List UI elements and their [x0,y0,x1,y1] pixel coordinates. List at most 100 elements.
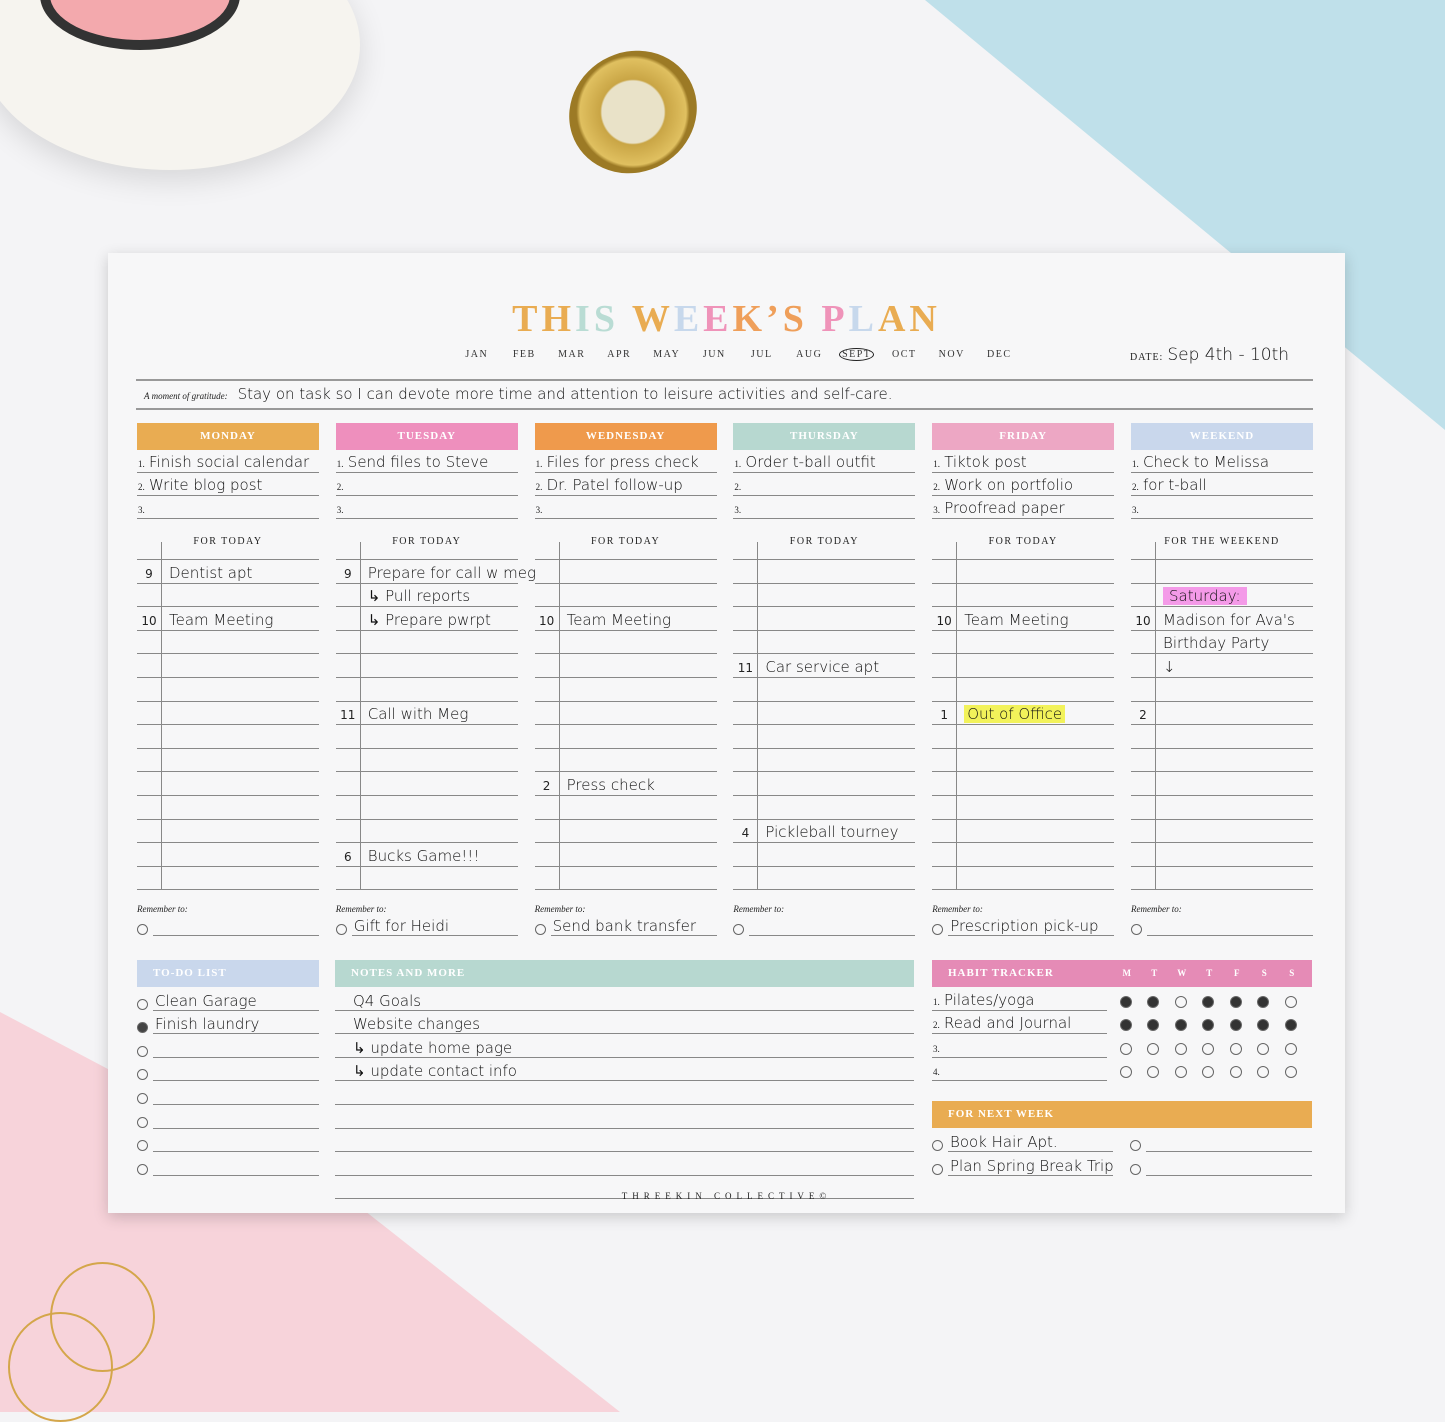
todo-item[interactable] [137,1152,319,1176]
next-week-checkbox[interactable] [932,1139,943,1151]
schedule-slot[interactable]: 10 Team Meeting [534,607,717,631]
todo-checkbox[interactable] [137,1163,148,1175]
habit-check-circle[interactable] [1257,995,1269,1008]
habit-line[interactable]: 2. Read and Journal [932,1011,1107,1035]
schedule-slot[interactable] [932,654,1115,678]
notes-line[interactable] [335,1152,914,1176]
schedule-slot[interactable] [137,843,319,867]
task-line[interactable]: 1. Finish social calendar [137,450,319,473]
month-feb[interactable]: FEB [512,349,536,360]
habit-check-circle[interactable] [1147,995,1159,1008]
notes-line[interactable] [335,1129,914,1153]
task-line[interactable]: 3. [1131,496,1313,519]
checkbox-circle[interactable] [137,924,148,936]
schedule-slot[interactable]: 2 [1131,702,1313,726]
schedule-slot[interactable] [534,654,717,678]
habit-line[interactable]: 1. Pilates/yoga [932,987,1107,1011]
schedule-slot[interactable] [1131,843,1313,867]
schedule-slot[interactable] [733,631,916,655]
schedule-slot[interactable] [137,820,319,844]
next-week-item[interactable] [1130,1152,1312,1176]
schedule-slot[interactable]: 11 Call with Meg [335,702,518,726]
schedule-slot[interactable] [335,749,518,773]
habit-check-circle[interactable] [1257,1019,1269,1032]
schedule-slot[interactable] [137,725,319,749]
schedule-slot[interactable] [335,631,518,655]
month-nov[interactable]: NOV [938,349,965,360]
checkbox-circle[interactable] [335,924,347,936]
habit-check-circle[interactable] [1147,1042,1159,1055]
habit-line[interactable]: 4. [932,1058,1107,1082]
schedule-slot[interactable]: 1 Out of Office [932,702,1115,726]
schedule-slot[interactable] [1131,772,1313,796]
schedule-slot[interactable] [137,584,319,608]
task-line[interactable]: 3. [335,496,518,519]
schedule-slot[interactable]: ↳ Prepare pwrpt [335,607,518,631]
task-line[interactable]: 1. Tiktok post [932,450,1115,473]
schedule-slot[interactable] [534,820,717,844]
schedule-slot[interactable] [534,631,717,655]
habit-check-circle[interactable] [1119,1019,1132,1032]
todo-item[interactable] [137,1105,319,1129]
todo-item[interactable] [137,1081,319,1105]
schedule-slot[interactable] [733,867,916,891]
checkbox-circle[interactable] [932,924,944,936]
notes-line[interactable] [335,1176,914,1200]
schedule-slot[interactable] [733,678,916,702]
habit-check-circle[interactable] [1229,1066,1242,1079]
todo-checkbox[interactable] [137,1116,148,1128]
schedule-slot[interactable] [137,867,319,891]
todo-item[interactable]: Finish laundry [137,1011,319,1035]
next-week-item[interactable] [1130,1128,1312,1152]
habit-check-circle[interactable] [1284,995,1297,1008]
schedule-slot[interactable] [733,772,916,796]
schedule-slot[interactable] [534,725,717,749]
notes-line[interactable] [335,1081,914,1105]
habit-check-circle[interactable] [1284,1042,1297,1055]
schedule-slot[interactable]: 9 Prepare for call w meg [335,560,536,584]
habit-check-circle[interactable] [1119,1066,1132,1079]
schedule-slot[interactable] [137,702,319,726]
task-line[interactable]: 3. [137,496,319,519]
remember-item[interactable] [137,914,319,937]
schedule-slot[interactable] [1131,678,1313,702]
checkbox-circle[interactable] [1131,924,1142,936]
schedule-slot[interactable]: 10 Madison for Ava's [1131,607,1313,631]
schedule-slot[interactable] [534,678,717,702]
habit-check-circle[interactable] [1202,1019,1214,1032]
habit-check-circle[interactable] [1119,1042,1132,1055]
schedule-slot[interactable] [932,796,1115,820]
next-week-checkbox[interactable] [1130,1163,1141,1175]
month-may[interactable]: MAY [653,349,681,360]
task-line[interactable]: 2. Dr. Patel follow-up [534,473,717,496]
todo-checkbox[interactable] [137,998,148,1010]
todo-checkbox[interactable] [137,1045,148,1057]
schedule-slot[interactable]: Birthday Party [1131,631,1313,655]
schedule-slot[interactable] [137,654,319,678]
schedule-slot[interactable]: 9 Dentist apt [137,560,319,584]
habit-check-circle[interactable] [1284,1066,1297,1079]
checkbox-circle[interactable] [733,924,745,936]
habit-check-circle[interactable] [1202,1042,1214,1055]
habit-line[interactable]: 3. [932,1034,1107,1058]
next-week-checkbox[interactable] [932,1163,943,1175]
month-dec[interactable]: DEC [987,349,1012,360]
habit-check-circle[interactable] [1174,1066,1187,1079]
schedule-slot[interactable] [335,772,518,796]
schedule-slot[interactable] [733,702,916,726]
habit-check-circle[interactable] [1147,1019,1159,1032]
schedule-slot[interactable]: 4 Pickleball tourney [733,820,916,844]
schedule-slot[interactable] [335,654,518,678]
todo-checkbox[interactable] [137,1069,148,1081]
schedule-slot[interactable] [534,584,717,608]
habit-check-circle[interactable] [1174,1042,1187,1055]
task-line[interactable]: 3. [733,496,916,519]
month-oct[interactable]: OCT [892,349,917,360]
schedule-slot[interactable]: 10 Team Meeting [137,607,319,631]
task-line[interactable]: 2. for t-ball [1131,473,1313,496]
task-line[interactable]: 2. Work on portfolio [932,473,1115,496]
schedule-slot[interactable] [335,678,518,702]
remember-item[interactable]: Send bank transfer [534,914,717,937]
schedule-slot[interactable] [534,702,717,726]
month-apr[interactable]: APR [607,349,632,360]
